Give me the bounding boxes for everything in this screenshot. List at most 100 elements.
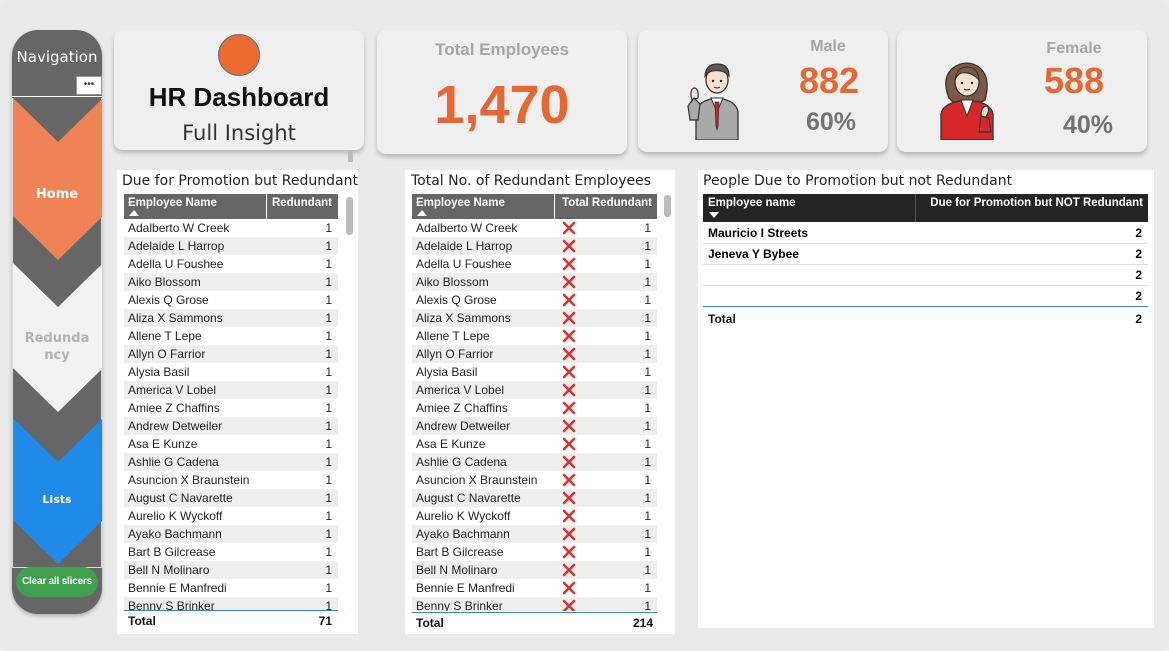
clear-slicers-button[interactable]: Clear all slicers xyxy=(16,567,98,597)
table-row[interactable]: Bell N Molinaro 1 xyxy=(412,561,657,579)
table-row[interactable]: Allene T Lepe 1 xyxy=(412,327,657,345)
table-row[interactable]: Aurelio K Wyckoff 1 xyxy=(124,507,338,525)
sort-ascending-icon[interactable] xyxy=(417,210,427,216)
table-row[interactable]: Mauricio I Streets 2 xyxy=(703,223,1148,244)
employee-name: Aliza X Sammons xyxy=(416,311,511,325)
total-employees-value: 1,470 xyxy=(434,75,570,135)
table-row[interactable]: August C Navarette 1 xyxy=(124,489,338,507)
table-row[interactable]: Adelaide L Harrop 1 xyxy=(412,237,657,255)
table3-col-name[interactable]: Employee name xyxy=(708,197,796,209)
male-card: Male 882 60% xyxy=(638,30,888,152)
redundancy-chevron-shape[interactable] xyxy=(13,263,102,412)
table-row[interactable]: Adelaide L Harrop 1 xyxy=(124,237,338,255)
table-row[interactable]: Adalberto W Creek 1 xyxy=(412,219,657,237)
sort-ascending-icon[interactable] xyxy=(129,210,139,216)
row-value: 1 xyxy=(644,329,651,343)
row-value: 1 xyxy=(644,563,651,577)
table-total-redundant: Total No. of Redundant Employees Employe… xyxy=(405,170,675,634)
row-value: 2 xyxy=(1135,268,1142,282)
table-row[interactable]: Adella U Foushee 1 xyxy=(124,255,338,273)
table-row[interactable]: 2 xyxy=(703,286,1148,307)
table1-col-name[interactable]: Employee Name xyxy=(128,197,217,209)
nav-redundancy-button[interactable]: Redunda ncy xyxy=(24,331,90,363)
navigation-panel: Navigation ••• Home Redunda ncy Lists Cl… xyxy=(12,30,102,614)
row-value: 1 xyxy=(325,527,332,541)
table2-scrollbar[interactable] xyxy=(664,195,671,217)
sort-descending-icon[interactable] xyxy=(709,212,719,218)
row-value: 1 xyxy=(644,347,651,361)
table-row[interactable]: Alysia Basil 1 xyxy=(412,363,657,381)
table-row[interactable]: Alexis Q Grose 1 xyxy=(124,291,338,309)
row-value: 1 xyxy=(644,509,651,523)
employee-name: Adella U Foushee xyxy=(128,257,224,271)
table-row[interactable]: Ashlie G Cadena 1 xyxy=(412,453,657,471)
table-row[interactable]: Ayako Bachmann 1 xyxy=(124,525,338,543)
table1-col-redundant[interactable]: Redundant xyxy=(271,197,332,209)
table-row[interactable]: Aurelio K Wyckoff 1 xyxy=(412,507,657,525)
table-row[interactable]: Asuncion X Braunstein 1 xyxy=(412,471,657,489)
table3-col-value[interactable]: Due for Promotion but NOT Redundant xyxy=(930,197,1143,209)
table-row[interactable]: Allyn O Farrior 1 xyxy=(412,345,657,363)
table-row[interactable]: Bart B Gilcrease 1 xyxy=(412,543,657,561)
table-row[interactable]: Aliza X Sammons 1 xyxy=(412,309,657,327)
table-row[interactable]: Ayako Bachmann 1 xyxy=(412,525,657,543)
red-x-icon xyxy=(562,581,576,595)
table-row[interactable]: 2 xyxy=(703,265,1148,286)
more-options-icon[interactable]: ••• xyxy=(76,76,102,95)
employee-name: Ashlie G Cadena xyxy=(416,455,507,469)
employee-name: Asuncion X Braunstein xyxy=(128,473,250,487)
table-row[interactable]: Bart B Gilcrease 1 xyxy=(124,543,338,561)
nav-lists-button[interactable]: Lists xyxy=(42,493,72,506)
employee-name: Aiko Blossom xyxy=(416,275,489,289)
table2-col-total-redundant[interactable]: Total Redundant xyxy=(562,197,652,209)
lists-chevron-shape[interactable] xyxy=(13,418,102,564)
male-value: 882 xyxy=(798,60,860,101)
table-row[interactable]: Alexis Q Grose 1 xyxy=(412,291,657,309)
table-row[interactable]: Alysia Basil 1 xyxy=(124,363,338,381)
table-row[interactable]: Andrew Detweiler 1 xyxy=(412,417,657,435)
total-employees-label: Total Employees xyxy=(435,40,569,59)
table-row[interactable]: Benny S Brinker 1 xyxy=(124,597,338,611)
male-avatar-icon xyxy=(687,63,739,140)
table-row[interactable]: Bell N Molinaro 1 xyxy=(124,561,338,579)
table-row[interactable]: Allyn O Farrior 1 xyxy=(124,345,338,363)
table-row[interactable]: Aliza X Sammons 1 xyxy=(124,309,338,327)
row-value: 1 xyxy=(644,419,651,433)
table-row[interactable]: Andrew Detweiler 1 xyxy=(124,417,338,435)
table1-scrollbar[interactable] xyxy=(346,197,353,235)
table-row[interactable]: America V Lobel 1 xyxy=(124,381,338,399)
table-row[interactable]: America V Lobel 1 xyxy=(412,381,657,399)
table-row[interactable]: Amiee Z Chaffins 1 xyxy=(124,399,338,417)
table-row[interactable]: Allene T Lepe 1 xyxy=(124,327,338,345)
table-row[interactable]: August C Navarette 1 xyxy=(412,489,657,507)
red-x-icon xyxy=(562,239,576,253)
employee-name: Allene T Lepe xyxy=(128,329,202,343)
employee-name: Alysia Basil xyxy=(128,365,190,379)
table-row[interactable]: Jeneva Y Bybee 2 xyxy=(703,244,1148,265)
table-row[interactable]: Adalberto W Creek 1 xyxy=(124,219,338,237)
employee-name: Bennie E Manfredi xyxy=(128,581,227,595)
employee-name: Bell N Molinaro xyxy=(128,563,210,577)
row-value: 1 xyxy=(644,599,651,611)
employee-name: Adelaide L Harrop xyxy=(416,239,513,253)
table-row[interactable]: Benny S Brinker 1 xyxy=(412,597,657,611)
nav-home-button[interactable]: Home xyxy=(35,187,79,202)
table-row[interactable]: Bennie E Manfredi 1 xyxy=(124,579,338,597)
table2-header: Employee Name Total Redundant xyxy=(412,194,657,219)
table-row[interactable]: Bennie E Manfredi 1 xyxy=(412,579,657,597)
table-row[interactable]: Asa E Kunze 1 xyxy=(412,435,657,453)
male-label: Male xyxy=(810,38,846,55)
table-row[interactable]: Aiko Blossom 1 xyxy=(412,273,657,291)
table2-col-name[interactable]: Employee Name xyxy=(416,197,505,209)
table-row[interactable]: Asa E Kunze 1 xyxy=(124,435,338,453)
table-row[interactable]: Asuncion X Braunstein 1 xyxy=(124,471,338,489)
employee-name: Benny S Brinker xyxy=(128,599,215,611)
home-chevron-shape[interactable] xyxy=(13,98,102,260)
table-row[interactable]: Amiee Z Chaffins 1 xyxy=(412,399,657,417)
table-row[interactable]: Aiko Blossom 1 xyxy=(124,273,338,291)
table-row[interactable]: Ashlie G Cadena 1 xyxy=(124,453,338,471)
employee-name: Aiko Blossom xyxy=(128,275,201,289)
table3-title: People Due to Promotion but not Redundan… xyxy=(703,173,1013,189)
table-row[interactable]: Adella U Foushee 1 xyxy=(412,255,657,273)
row-value: 1 xyxy=(644,473,651,487)
